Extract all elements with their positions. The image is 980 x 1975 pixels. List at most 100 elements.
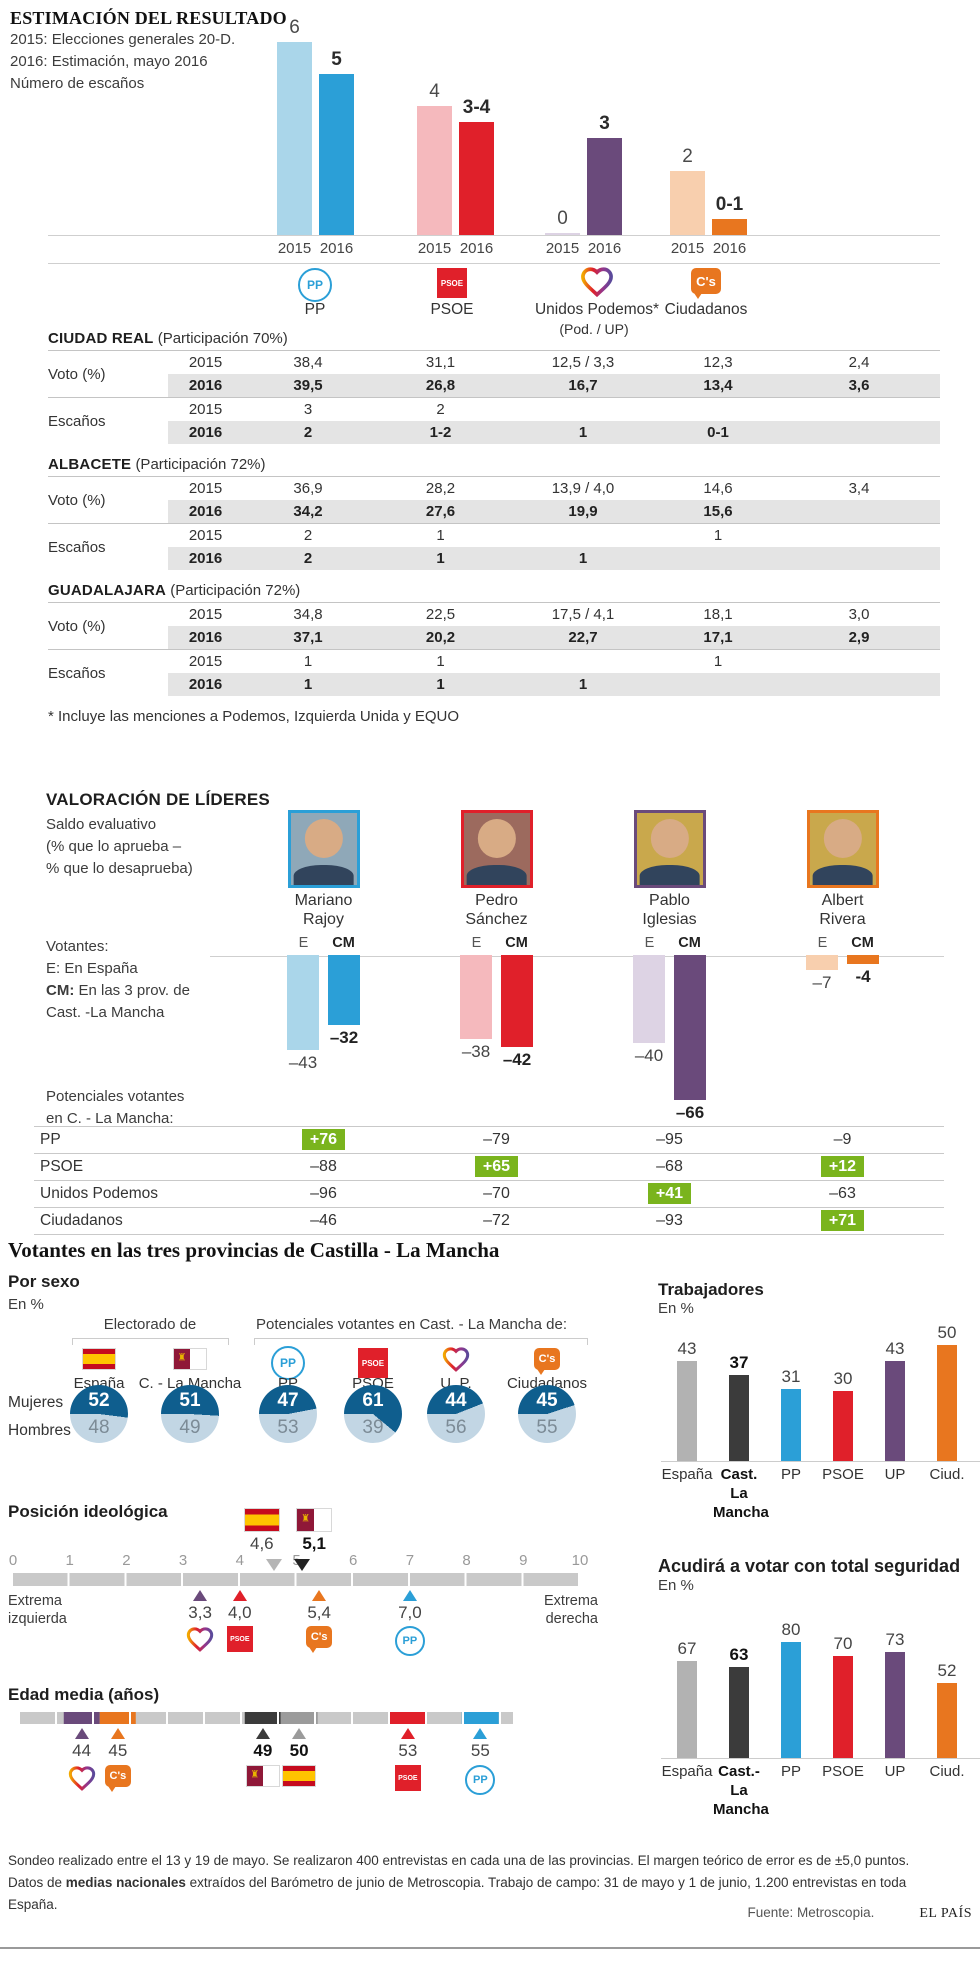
bar-espana <box>633 955 665 1043</box>
mujeres-value: 44 <box>445 1390 467 1411</box>
cell-year: 2016 <box>188 424 223 441</box>
cat-line: Cast.- <box>718 1763 760 1780</box>
cell: 38,4 <box>293 354 323 371</box>
cat-line: La Mancha <box>713 1485 769 1521</box>
divider <box>48 649 940 650</box>
bar-psoe <box>833 1391 853 1461</box>
saldo-bars: –40 –66 <box>633 955 706 1123</box>
cm-label: CM <box>678 935 701 951</box>
note-line: Número de escaños <box>10 75 145 92</box>
bar-column: –7 <box>806 955 838 993</box>
year-label: 2015 <box>670 240 705 257</box>
cm-label: CM <box>851 935 874 951</box>
bracket <box>72 1338 229 1345</box>
cell: 15,6 <box>703 503 733 520</box>
bar-column: –32 <box>328 955 360 1048</box>
marker-value: 55 <box>470 1741 490 1760</box>
por-sexo-section: Por sexo En % Electorado de Potenciales … <box>8 1272 628 1452</box>
province-name: CIUDAD REAL <box>48 330 154 347</box>
year-label: 2016 <box>459 240 494 257</box>
bar-column: 37 <box>713 1353 765 1461</box>
cell: 1 <box>303 653 313 670</box>
first-name: Albert <box>821 892 864 909</box>
bar-value: -4 <box>855 967 871 986</box>
seat-group-psoe: 4 3-4 <box>417 8 494 235</box>
bar-value: –32 <box>329 1028 359 1047</box>
leader-photo <box>633 810 706 888</box>
ciudadanos-logo-icon: C's <box>104 1765 131 1792</box>
bar-value-2015: 0 <box>557 208 568 229</box>
mujeres-value: 45 <box>536 1390 558 1411</box>
cell: 1 <box>713 653 723 670</box>
participation: (Participación 72%) <box>135 456 266 473</box>
clm-marker: ♜ 5,1 <box>296 1508 333 1554</box>
cell-year: 2015 <box>188 606 223 623</box>
castle-icon: ♜ <box>177 1352 187 1364</box>
triangle-up-icon <box>74 1728 89 1739</box>
cell-year: 2016 <box>188 550 223 567</box>
acudira-section: Acudirá a votar con total seguridad En %… <box>658 1556 980 1819</box>
bar-up <box>885 1652 905 1758</box>
cat-label: Ciud. <box>921 1465 973 1522</box>
cat-label: PP <box>765 1762 817 1819</box>
party-name-up: Unidos Podemos* <box>534 301 660 318</box>
hombres-value: 39 <box>362 1417 384 1438</box>
value: +41 <box>647 1183 692 1204</box>
legend-bold: CM: <box>46 982 75 999</box>
trabajadores-section: Trabajadores En % 43 37 31 30 43 50 Espa… <box>658 1280 980 1522</box>
footnote: * Incluye las menciones a Podemos, Izqui… <box>48 708 460 725</box>
cat-label: España <box>661 1465 713 1522</box>
cell: 1 <box>578 424 588 441</box>
cell-year: 2016 <box>188 629 223 646</box>
unidos-podemos-heart-icon <box>580 266 614 302</box>
bar-value: –40 <box>634 1046 664 1065</box>
marker-value: 7,0 <box>398 1603 422 1622</box>
cell: +65 <box>410 1154 583 1180</box>
leaders-section: VALORACIÓN DE LÍDERES Saldo evaluativo (… <box>0 790 980 1238</box>
potential-voters-label: Potenciales votantes en C. - La Mancha: <box>46 1086 184 1130</box>
cell-year: 2016 <box>188 676 223 693</box>
table-row: 2015 38,4 31,1 12,5 / 3,3 12,3 2,4 <box>168 351 940 374</box>
bar-cs <box>937 1345 957 1461</box>
cell: 34,2 <box>293 503 323 520</box>
row-label: Unidos Podemos <box>40 1185 159 1202</box>
pie-espana: 52 48 <box>70 1385 128 1443</box>
cat-label: Cast. La Mancha <box>713 1465 769 1522</box>
value: +71 <box>820 1210 865 1231</box>
table-row: PP +76 –79 –95 –9 <box>34 1126 944 1153</box>
bar-value: 73 <box>885 1630 905 1649</box>
year-label: 2016 <box>712 240 747 257</box>
footer-bold: medias nacionales <box>65 1875 186 1890</box>
note-line: 2015: Elecciones generales 20-D. <box>10 31 236 48</box>
label-line: Extrema <box>544 1593 598 1609</box>
pp-marker: 55 PP <box>465 1728 496 1795</box>
leader-photo <box>806 810 879 888</box>
espana-flag-icon <box>282 1765 317 1787</box>
mujeres-value: 47 <box>277 1390 299 1411</box>
leader-column-sanchez: Pedro Sánchez E CM –38 –42 <box>410 790 583 1070</box>
triangle-up-icon <box>292 1728 307 1739</box>
triangle-up-icon <box>400 1728 415 1739</box>
seat-group-pp: 6 5 <box>277 8 354 235</box>
bar-2015 <box>277 42 312 235</box>
bar-value: 43 <box>885 1339 905 1358</box>
bracket <box>254 1338 588 1345</box>
pie-clm: 51 49 <box>161 1385 219 1443</box>
cell: –79 <box>410 1127 583 1153</box>
cat-label: Cast.- La Mancha <box>713 1762 769 1819</box>
bar-value: 80 <box>781 1620 801 1639</box>
pie-up: 44 56 <box>427 1385 485 1443</box>
espana-marker: 4,6 <box>243 1508 280 1554</box>
cell: 1 <box>436 550 445 567</box>
cell: –70 <box>410 1181 583 1207</box>
party-subtitle-up: (Pod. / UP) <box>559 321 629 337</box>
seat-group-up: 0 3 <box>545 8 622 235</box>
source-label: Fuente: Metroscopia. <box>747 1905 875 1920</box>
table-row: 2015 3 2 <box>168 398 940 421</box>
bar-up <box>885 1361 905 1461</box>
hombres-value: 55 <box>536 1417 558 1438</box>
pie-psoe: 61 39 <box>344 1385 402 1443</box>
unit-label: En % <box>8 1296 44 1313</box>
tick-label: 1 <box>65 1552 74 1569</box>
unidos-podemos-heart-icon <box>186 1627 214 1652</box>
